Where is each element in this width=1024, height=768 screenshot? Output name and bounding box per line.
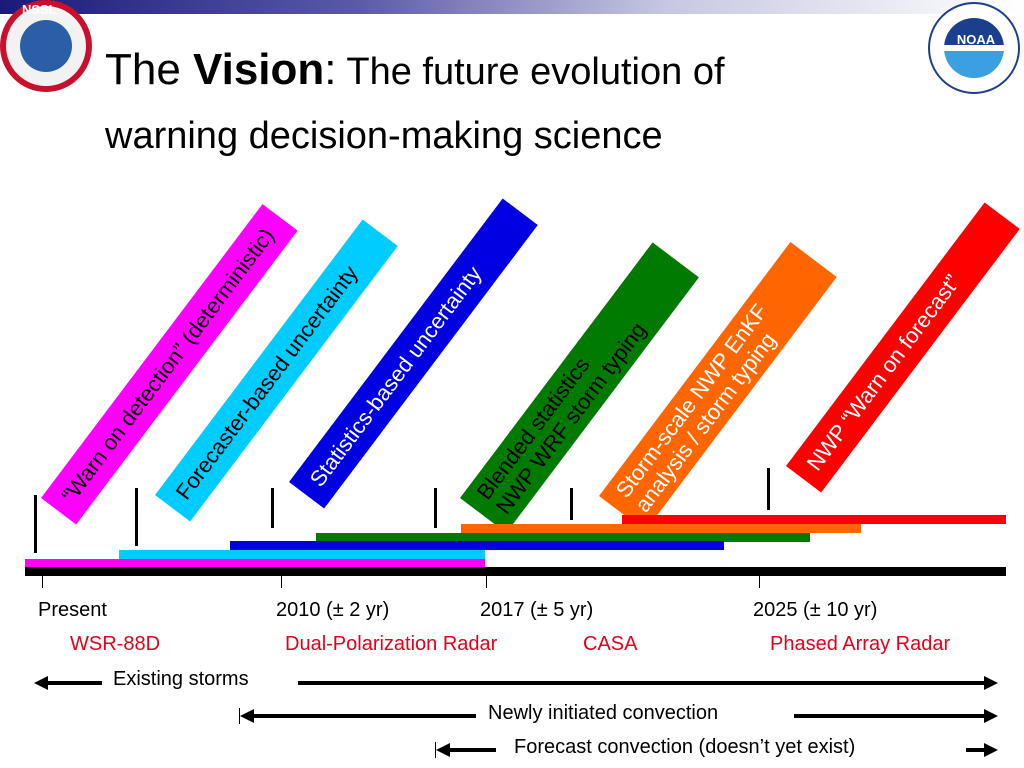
banner-tick: [135, 488, 138, 546]
header-band: [0, 0, 1024, 14]
radar-phased-array: Phased Array Radar: [770, 633, 951, 655]
noaa-logo: NOAA: [928, 2, 1020, 94]
nssl-logo: NSSL: [0, 0, 92, 92]
tick-label-2010: 2010 (± 2 yr): [276, 599, 390, 621]
arrow-label-forecast-convection: Forecast convection (doesn’t yet exist): [514, 736, 856, 758]
arrow-line: [252, 714, 476, 718]
arrow-line: [794, 714, 986, 718]
banner-tick: [570, 488, 573, 520]
banner-warn-on-forecast: NWP “Warn on forecast”: [786, 202, 1020, 493]
axis-tick: [759, 576, 760, 588]
arrow-label-existing-storms: Existing storms: [113, 668, 249, 690]
arrow-label-newly-initiated: Newly initiated convection: [488, 702, 719, 724]
axis-tick: [281, 576, 282, 588]
bar-storm-scale-nwp: [461, 524, 861, 533]
bar-warn-on-forecast: [622, 515, 1006, 524]
arrow-right-head: [984, 676, 998, 690]
arrow-left-head: [436, 743, 450, 757]
slide-title-line2: warning decision-making science: [105, 115, 663, 157]
arrow-right-head: [984, 743, 998, 757]
tick-label-2017: 2017 (± 5 yr): [480, 599, 594, 621]
arrow-line: [966, 748, 986, 752]
arrow-left-head: [240, 709, 254, 723]
arrow-left-head: [34, 676, 48, 690]
arrow-line: [298, 681, 986, 685]
arrow-line: [46, 681, 102, 685]
axis-tick: [486, 576, 487, 588]
bar-forecaster-uncertainty: [119, 550, 485, 559]
timeline-axis: [25, 567, 1006, 576]
bar-statistics-uncertainty: [230, 541, 724, 550]
arrow-right-head: [984, 709, 998, 723]
banner-tick: [434, 488, 437, 528]
slide-title: The Vision: The future evolution of: [105, 45, 725, 94]
arrow-start-marker: [435, 742, 436, 758]
axis-tick: [42, 576, 43, 588]
arrow-line: [448, 748, 496, 752]
arrow-start-marker: [239, 708, 240, 724]
bar-blended-statistics: [316, 533, 810, 542]
bar-warn-on-detection: [25, 559, 485, 568]
banner-tick: [767, 468, 770, 510]
banner-tick: [34, 495, 37, 553]
radar-wsr88d: WSR-88D: [70, 633, 161, 655]
radar-casa: CASA: [583, 633, 638, 655]
tick-label-present: Present: [38, 599, 107, 621]
tick-label-2025: 2025 (± 10 yr): [753, 599, 878, 621]
banner-tick: [271, 488, 274, 528]
radar-dual-pol: Dual-Polarization Radar: [285, 633, 498, 655]
